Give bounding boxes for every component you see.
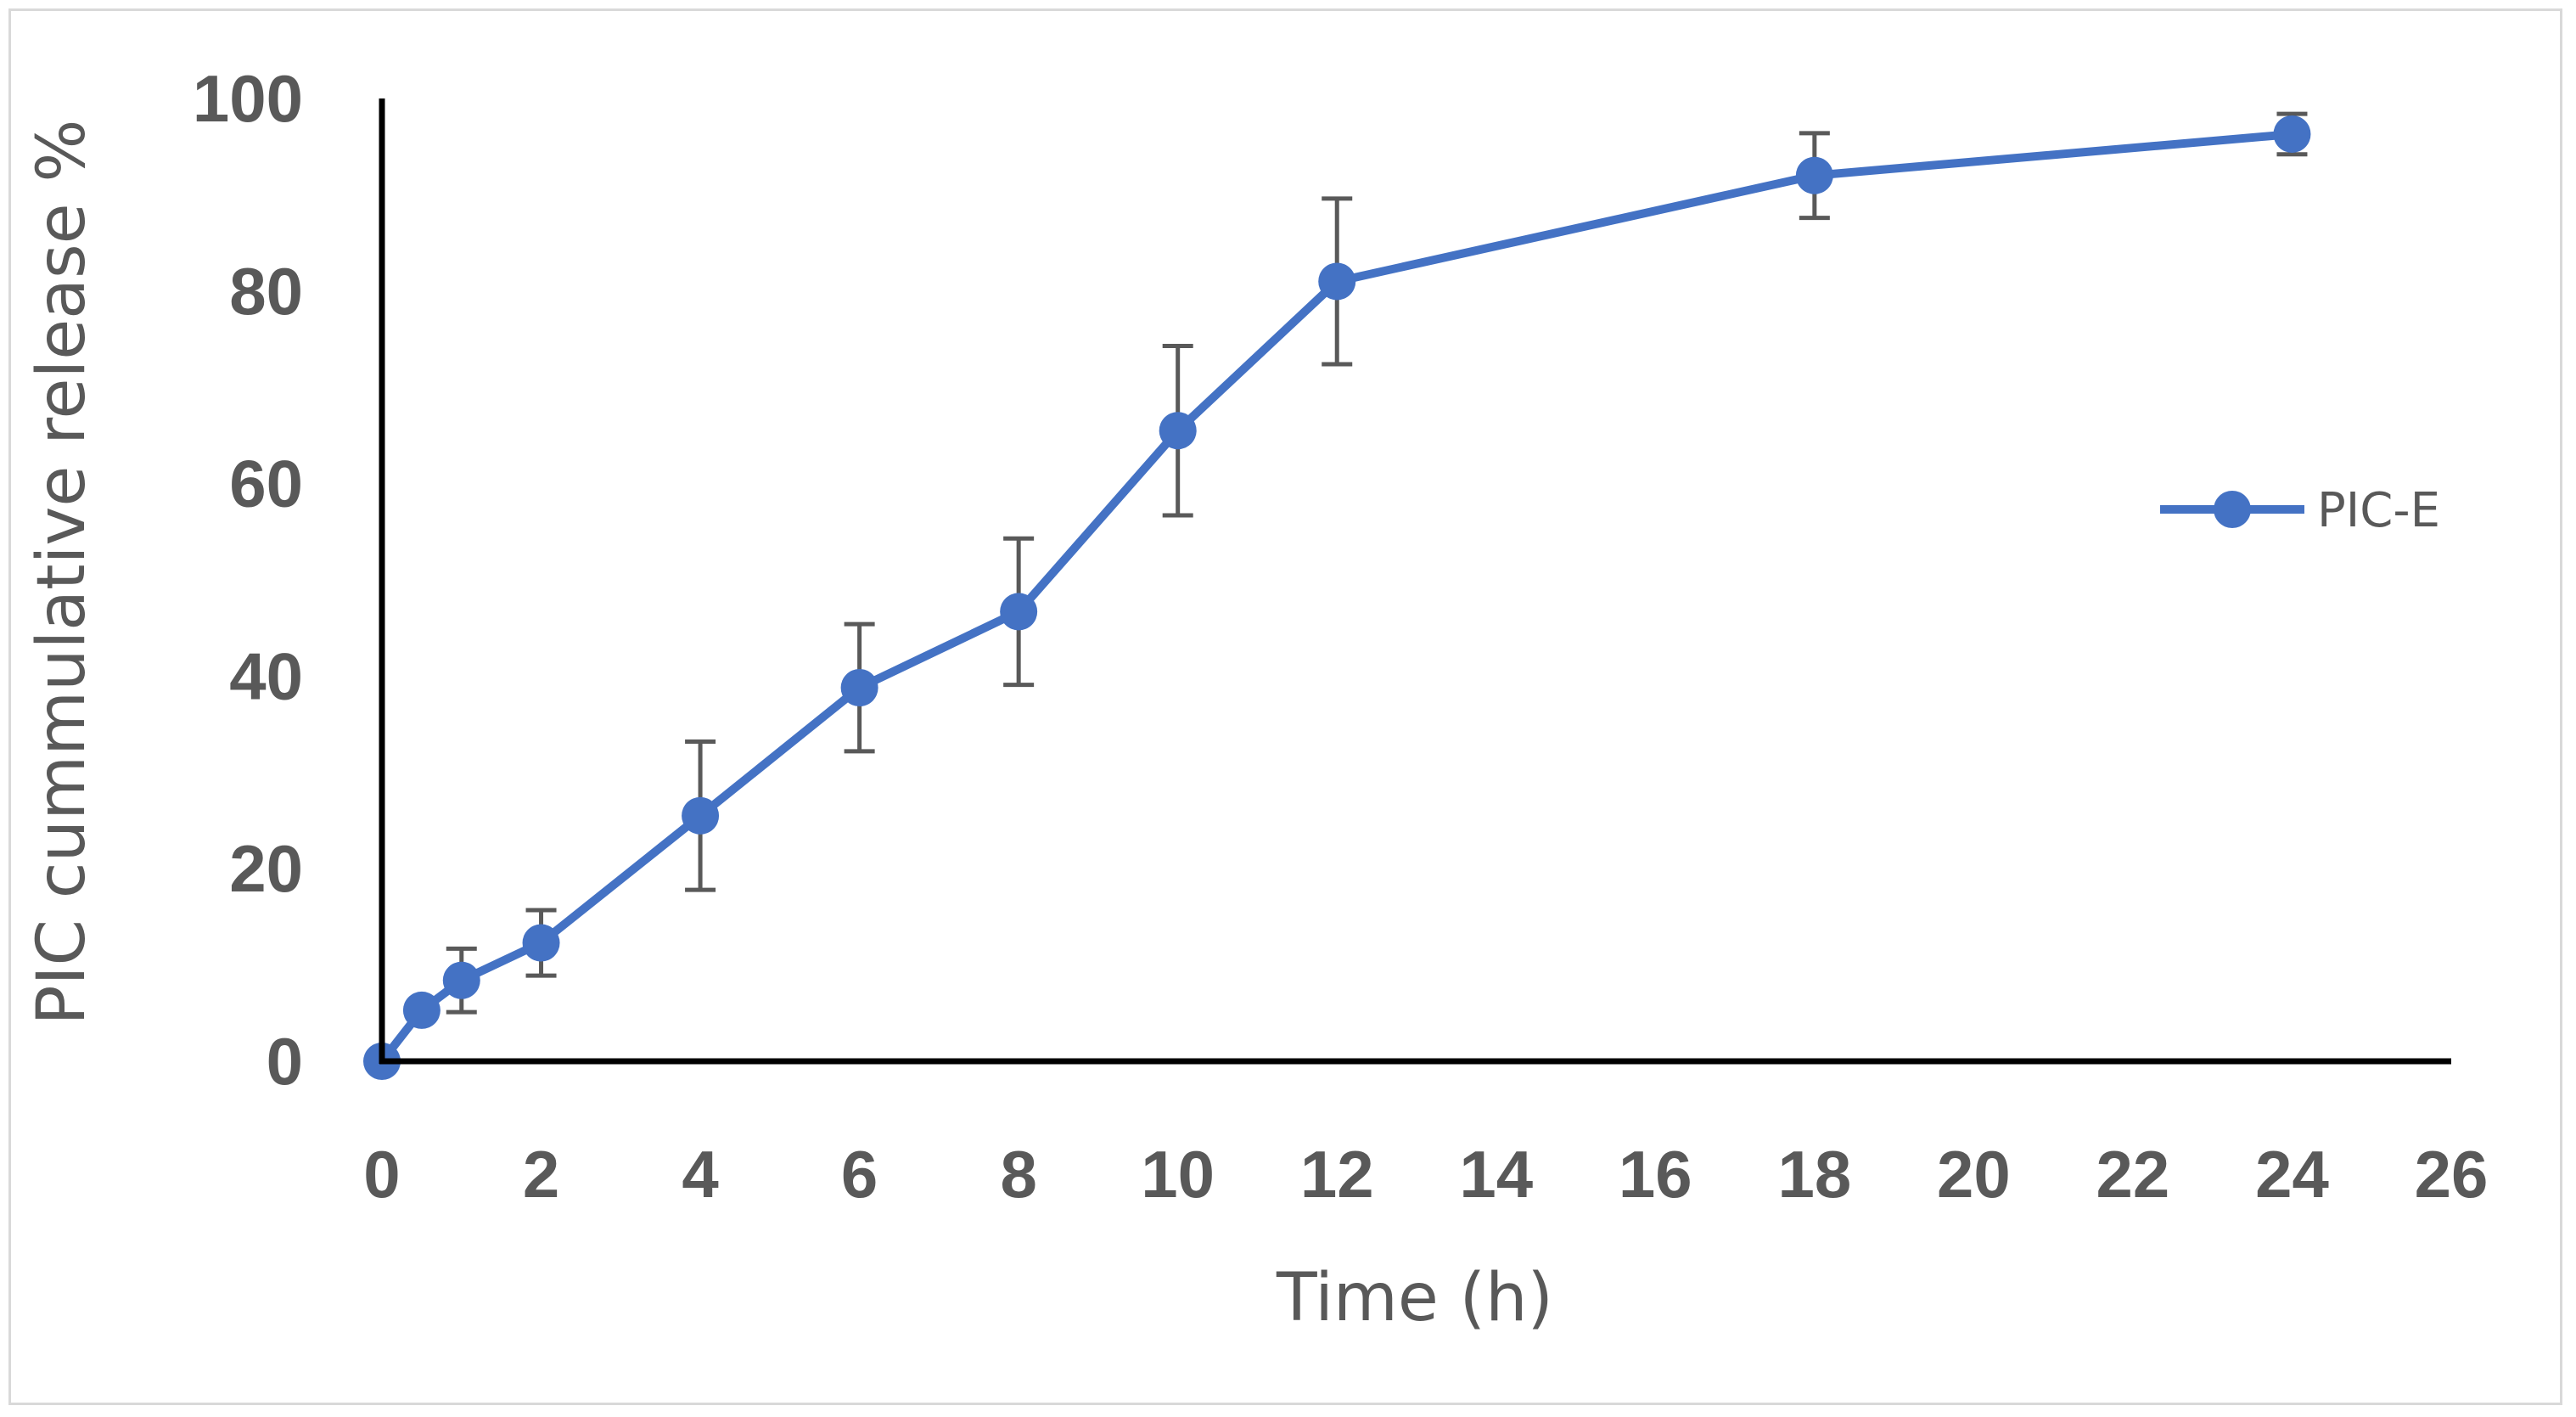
x-tick-label: 22 (2096, 1137, 2170, 1212)
x-tick-label: 6 (841, 1137, 878, 1212)
data-point (1318, 262, 1356, 301)
x-tick-label: 12 (1300, 1137, 1374, 1212)
data-point (522, 924, 560, 962)
x-tick-label: 2 (523, 1137, 559, 1212)
y-tick-label: 60 (229, 447, 303, 521)
y-tick-label: 80 (229, 254, 303, 329)
x-axis-title: Time (h) (1276, 1260, 1553, 1336)
x-tick-label: 26 (2415, 1137, 2489, 1212)
y-axis-title: PIC cummulative release % (24, 119, 100, 1025)
x-tick-label: 18 (1777, 1137, 1851, 1212)
data-point (1000, 593, 1038, 631)
data-point (840, 669, 878, 707)
data-point (2273, 115, 2311, 153)
data-point (442, 961, 480, 999)
x-tick-label: 16 (1619, 1137, 1692, 1212)
x-tick-label: 20 (1937, 1137, 2011, 1212)
y-tick-label: 100 (193, 61, 303, 136)
chart-frame (8, 8, 2562, 1405)
data-point (1795, 156, 1833, 194)
series-layer (363, 115, 2311, 1080)
x-tick-label: 8 (1000, 1137, 1036, 1212)
legend-marker (2214, 491, 2251, 528)
x-tick-label: 4 (682, 1137, 718, 1212)
y-tick-label: 0 (267, 1024, 303, 1099)
x-tick-label: 24 (2255, 1137, 2329, 1212)
data-point (682, 796, 720, 835)
y-tick-label: 40 (229, 638, 303, 713)
x-tick-label: 10 (1141, 1137, 1215, 1212)
data-point (402, 991, 441, 1029)
legend-label: PIC-E (2317, 483, 2440, 538)
x-tick-label: 0 (363, 1137, 400, 1212)
error-bars (446, 111, 2308, 1015)
data-point (1159, 412, 1197, 450)
x-tick-label: 14 (1459, 1137, 1533, 1212)
axes (379, 98, 2451, 1065)
y-tick-label: 20 (229, 831, 303, 906)
legend: PIC-E (2160, 483, 2440, 538)
